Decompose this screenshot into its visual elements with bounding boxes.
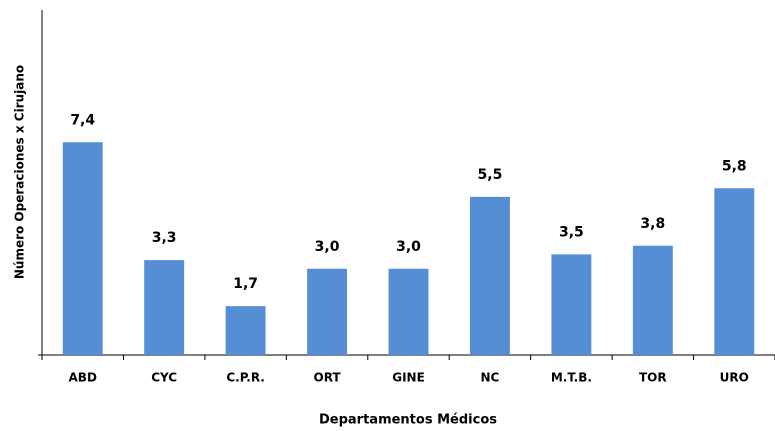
data-label: 5,8 — [722, 158, 747, 174]
x-tick-label: ABD — [69, 371, 97, 385]
bar — [62, 142, 103, 355]
x-tick-label: M.T.B. — [551, 371, 592, 385]
x-tick-label: C.P.R. — [226, 371, 265, 385]
x-tick-label: CYC — [151, 371, 177, 385]
x-tick-label: GINE — [392, 371, 425, 385]
data-label: 3,0 — [315, 239, 340, 255]
bar — [225, 306, 266, 355]
bar — [144, 260, 185, 355]
bar — [632, 245, 673, 355]
x-tick-label: TOR — [639, 371, 667, 385]
data-label: 3,0 — [396, 239, 421, 255]
data-label: 3,3 — [152, 230, 177, 246]
x-tick-label: NC — [481, 371, 500, 385]
data-label: 7,4 — [70, 112, 95, 128]
data-label: 1,7 — [233, 276, 258, 292]
data-label: 3,8 — [640, 216, 665, 232]
bar — [307, 268, 348, 355]
data-label: 3,5 — [559, 224, 584, 240]
x-tick-label: ORT — [314, 371, 342, 385]
x-axis-title: Departamentos Médicos — [319, 413, 497, 428]
x-tick-label: URO — [720, 371, 749, 385]
bar — [551, 254, 592, 355]
y-axis-title: Número Operaciones x Cirujano — [13, 65, 27, 279]
bar — [388, 268, 429, 355]
data-label: 5,5 — [478, 167, 503, 183]
bar — [714, 188, 755, 355]
bar — [469, 196, 510, 355]
